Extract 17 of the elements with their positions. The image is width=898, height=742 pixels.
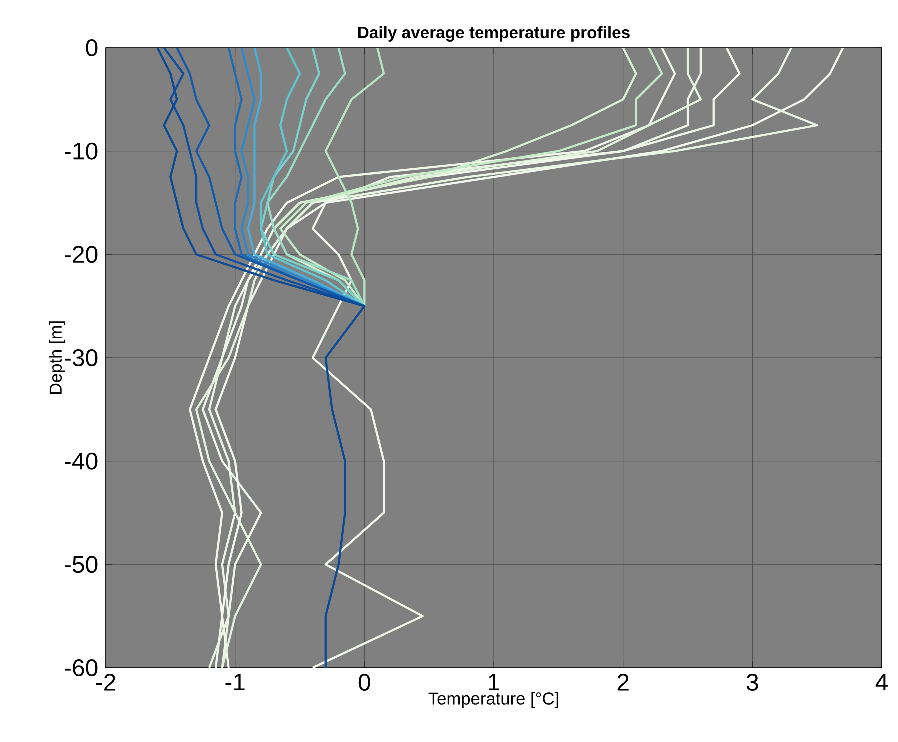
y-axis-title: Depth [m]: [49, 322, 66, 394]
x-tick-label: -1: [226, 674, 245, 691]
x-tick-label: 1: [489, 674, 500, 691]
y-tick-label: -30: [65, 349, 98, 366]
y-tick-label: -50: [65, 556, 98, 574]
x-tick-label: -2: [96, 674, 116, 691]
y-tick-label: -20: [65, 246, 98, 264]
y-tick-label: 0: [86, 39, 98, 56]
chart-title: Daily average temperature profiles: [358, 26, 630, 42]
y-tick-label: -60: [65, 659, 98, 676]
x-tick-label: 2: [618, 674, 629, 691]
x-tick-label: 4: [876, 674, 888, 691]
x-axis-title: Temperature [°C]: [428, 692, 558, 708]
y-tick-label: -10: [65, 142, 98, 160]
x-tick-label: 0: [358, 674, 370, 692]
y-tick-label: -40: [65, 452, 98, 470]
x-tick-label: 3: [746, 674, 758, 692]
